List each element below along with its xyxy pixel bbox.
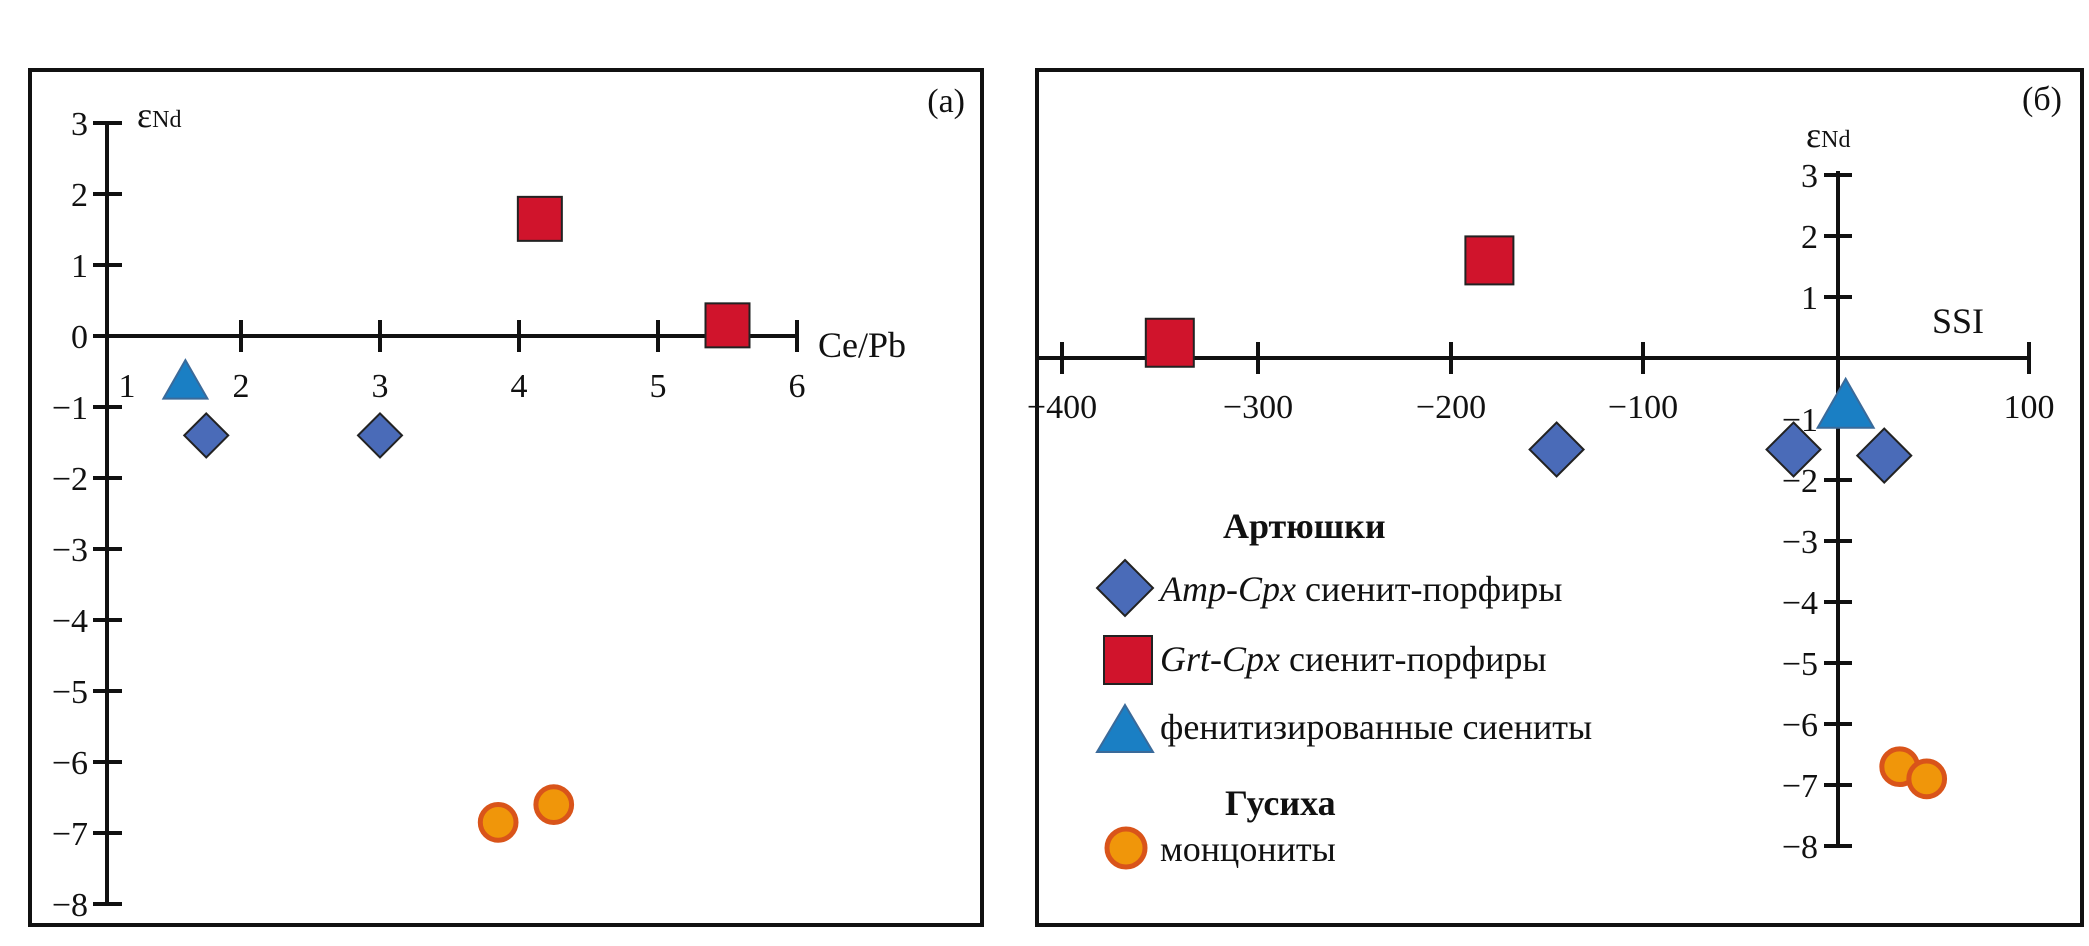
- panel-b-y-tick-label: −4: [1782, 585, 1818, 622]
- panel-a-y-tick-label: −5: [52, 674, 88, 711]
- panel-a-y-tick-label: −6: [52, 745, 88, 782]
- legend-group-artyushki: Артюшки: [1223, 506, 1386, 546]
- panel-b-point-amp: [1765, 421, 1822, 478]
- panel-a-point-fen: [161, 358, 210, 400]
- legend-item-grt: Grt-Cpx сиенит-порфиры: [1160, 639, 1547, 679]
- panel-b-point-mon: [1906, 758, 1948, 800]
- panel-b-x-title: SSI: [1932, 301, 1984, 341]
- panel-a-point-amp: [182, 411, 230, 459]
- panel-a-y-tick-label: −8: [52, 887, 88, 924]
- panel-b-x-tick-label: −400: [1027, 389, 1097, 426]
- panel-b-frame: [1035, 68, 2084, 927]
- panel-a-y-title: εNd: [137, 95, 181, 135]
- panel-a-y-tick-label: −3: [52, 532, 88, 569]
- panel-b-x-tick-label: 100: [2004, 389, 2055, 426]
- panel-a-y-tick-label: −7: [52, 816, 88, 853]
- panel-b-point-grt: [1144, 317, 1195, 368]
- panel-b-point-fen: [1815, 376, 1876, 429]
- panel-a-y-tick-label: 2: [71, 177, 88, 214]
- panel-b-y-tick-label: −8: [1782, 829, 1818, 866]
- legend-group-gusikha: Гусиха: [1225, 783, 1336, 823]
- panel-a-x-tick-label: 1: [119, 368, 136, 405]
- panel-b-point-amp: [1528, 421, 1586, 478]
- panel-a-x-tick-label: 3: [372, 368, 389, 405]
- panel-a-point-mon: [533, 784, 575, 825]
- legend: Артюшки Amp-Cpx сиенит-порфиры Grt-Cpx с…: [1095, 506, 1592, 870]
- legend-item-amp: Amp-Cpx сиенит-порфиры: [1158, 569, 1563, 609]
- legend-item-mon: монцониты: [1160, 829, 1336, 869]
- panel-b-x-tick-label: −100: [1608, 389, 1678, 426]
- panel-a-label: (а): [927, 83, 965, 120]
- legend-marker-grt: [1103, 635, 1153, 685]
- panel-a-y-tick-label: −4: [52, 603, 88, 640]
- panel-a-y-tick-label: 0: [71, 319, 88, 356]
- panel-b-y-tick-label: 1: [1801, 280, 1818, 317]
- panel-b-x-tick-label: −200: [1416, 389, 1486, 426]
- legend-marker-mon: [1104, 826, 1148, 870]
- panel-a-x-tick-label: 4: [511, 368, 528, 405]
- panel-b-y-tick-label: 3: [1801, 158, 1818, 195]
- panel-a-x-tick-label: 2: [233, 368, 250, 405]
- panel-a-x-tick-label: 6: [789, 368, 806, 405]
- panel-a-point-mon: [477, 802, 519, 843]
- panel-b-y-tick-label: −6: [1782, 707, 1818, 744]
- legend-marker-fen: [1095, 703, 1155, 753]
- panel-b-y-tick-label: −5: [1782, 646, 1818, 683]
- panel-a-y-tick-label: 3: [71, 106, 88, 143]
- panel-b-point-grt: [1464, 235, 1515, 286]
- panel-b-label: (б): [2022, 81, 2062, 118]
- panel-a-point-grt: [516, 195, 563, 242]
- legend-marker-amp: [1095, 558, 1155, 618]
- panel-a-point-grt: [704, 302, 751, 349]
- panel-a-frame: [28, 68, 984, 927]
- panel-a-y-tick-label: −1: [52, 390, 88, 427]
- panel-a-y-tick-label: 1: [71, 248, 88, 285]
- legend-item-fen: фенитизированные сиениты: [1160, 707, 1592, 747]
- panel-b-y-tick-label: −3: [1782, 524, 1818, 561]
- panel-a-x-tick-label: 5: [650, 368, 667, 405]
- panel-b-x-tick-label: −300: [1223, 389, 1293, 426]
- panel-a-point-amp: [356, 411, 404, 459]
- panel-b: (б) εNd SSI 321−1−2−3−4−5−6−7−8−400 −300−…: [1027, 68, 2084, 927]
- panel-b-y-title: εNd: [1806, 115, 1850, 155]
- panel-b-point-amp: [1855, 427, 1913, 485]
- panel-a-y-tick-label: −2: [52, 461, 88, 498]
- panel-b-y-tick-label: −7: [1782, 768, 1818, 805]
- panel-a-x-title: Ce/Pb: [818, 325, 906, 365]
- panel-b-y-tick-label: 2: [1801, 219, 1818, 256]
